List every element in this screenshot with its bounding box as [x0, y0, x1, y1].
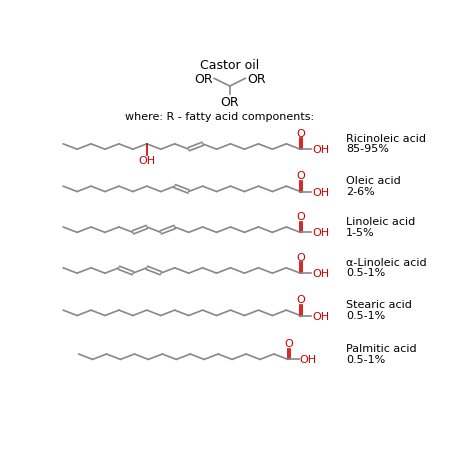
Text: Ricinoleic acid: Ricinoleic acid [346, 133, 426, 143]
Text: O: O [297, 211, 306, 221]
Text: OH: OH [312, 187, 329, 197]
Text: 85-95%: 85-95% [346, 144, 389, 154]
Text: OH: OH [312, 311, 329, 321]
Text: OR: OR [220, 96, 239, 109]
Text: 0.5-1%: 0.5-1% [346, 310, 385, 320]
Text: Linoleic acid: Linoleic acid [346, 216, 415, 226]
Text: O: O [284, 338, 293, 348]
Text: Stearic acid: Stearic acid [346, 299, 412, 309]
Text: OR: OR [194, 73, 213, 86]
Text: OH: OH [312, 268, 329, 278]
Text: OH: OH [312, 145, 329, 155]
Text: OR: OR [247, 73, 265, 86]
Text: 1-5%: 1-5% [346, 227, 374, 237]
Text: α-Linoleic acid: α-Linoleic acid [346, 257, 427, 267]
Text: Castor oil: Castor oil [200, 59, 259, 71]
Text: 0.5-1%: 0.5-1% [346, 268, 385, 278]
Text: OH: OH [300, 354, 317, 364]
Text: O: O [297, 171, 306, 181]
Text: 0.5-1%: 0.5-1% [346, 354, 385, 364]
Text: where: R - fatty acid components:: where: R - fatty acid components: [125, 112, 314, 122]
Text: 2-6%: 2-6% [346, 187, 375, 197]
Text: Palmitic acid: Palmitic acid [346, 343, 417, 353]
Text: O: O [297, 128, 306, 138]
Text: O: O [297, 252, 306, 262]
Text: O: O [297, 294, 306, 304]
Text: OH: OH [312, 228, 329, 238]
Text: Oleic acid: Oleic acid [346, 176, 401, 186]
Text: OH: OH [138, 156, 155, 166]
